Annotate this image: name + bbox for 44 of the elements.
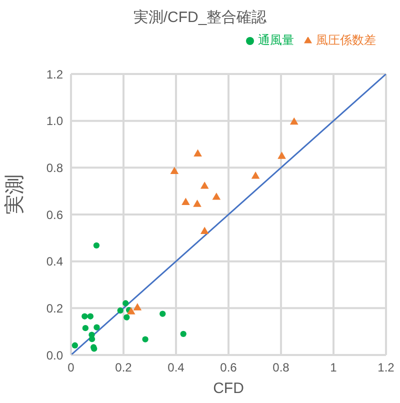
point xyxy=(82,324,89,332)
x-tick-label: 0.2 xyxy=(115,360,132,375)
point xyxy=(182,198,190,205)
legend-label: 通風量 xyxy=(258,33,294,47)
x-tick-label: 0.6 xyxy=(220,360,238,375)
point xyxy=(170,166,179,174)
legend-label: 風圧係数差 xyxy=(316,33,376,47)
x-tick-label: 0 xyxy=(68,360,75,375)
point xyxy=(251,172,260,179)
y-tick-label: 0.6 xyxy=(46,208,64,222)
point xyxy=(278,152,286,159)
y-axis-title: 実測 xyxy=(3,174,26,214)
point xyxy=(212,192,221,200)
x-tick-label: 1 xyxy=(330,360,338,375)
y-tick-label: 0.4 xyxy=(46,254,64,269)
point xyxy=(290,117,298,125)
y-tick-label: 1.0 xyxy=(46,114,64,128)
point xyxy=(82,313,88,320)
x-tick-label: 0.4 xyxy=(168,360,185,375)
y-tick-label: 1.2 xyxy=(46,67,64,82)
point xyxy=(200,182,209,189)
chart-title: 実測/CFD_整合確認 xyxy=(132,8,268,27)
point xyxy=(87,313,94,320)
x-tick-label: 0.8 xyxy=(272,360,290,375)
y-tick-label: 0.0 xyxy=(46,348,64,362)
point xyxy=(122,300,129,306)
point xyxy=(142,336,148,342)
y-tick-label: 0.8 xyxy=(46,160,64,175)
point xyxy=(117,307,124,314)
point xyxy=(124,314,130,320)
y-tick-label: 0.2 xyxy=(46,301,64,316)
point xyxy=(180,330,186,338)
point xyxy=(94,324,100,330)
x-axis-title: CFD xyxy=(213,380,244,397)
x-tick-label: 1.2 xyxy=(378,360,395,375)
point xyxy=(93,242,100,248)
point xyxy=(133,303,142,310)
point xyxy=(88,336,96,342)
point xyxy=(160,310,166,317)
point xyxy=(126,307,136,314)
point xyxy=(200,226,209,234)
point xyxy=(193,200,202,207)
point xyxy=(72,342,78,348)
point xyxy=(194,149,202,156)
